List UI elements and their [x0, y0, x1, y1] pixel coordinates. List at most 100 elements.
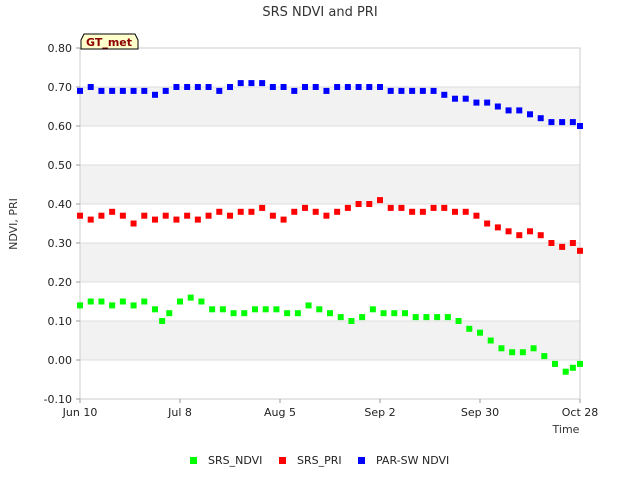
data-point: [269, 212, 276, 219]
data-point: [552, 360, 558, 367]
data-point: [344, 84, 351, 90]
data-point: [462, 95, 469, 102]
data-point: [409, 208, 416, 215]
data-point: [559, 243, 566, 250]
data-point: [366, 84, 373, 90]
data-point: [77, 87, 83, 94]
data-point: [216, 208, 223, 215]
site-badge-shape: [80, 33, 139, 50]
data-point: [159, 318, 166, 324]
data-point: [434, 314, 441, 321]
data-point: [294, 310, 301, 317]
data-point: [430, 87, 437, 94]
data-point: [559, 119, 566, 126]
data-point: [569, 364, 576, 371]
data-point: [398, 204, 405, 211]
data-point: [466, 325, 473, 332]
data-point: [98, 298, 105, 305]
data-point: [348, 318, 355, 324]
data-point: [387, 87, 394, 94]
data-point: [109, 302, 116, 309]
x-axis-label: Time: [552, 423, 580, 436]
data-point: [537, 232, 544, 239]
data-point: [527, 228, 533, 235]
data-point: [109, 87, 116, 94]
data-point: [430, 204, 437, 211]
x-tick-label: Aug 5: [264, 406, 296, 419]
data-point: [498, 345, 505, 352]
plot-frame: [79, 47, 581, 400]
data-point: [141, 87, 148, 94]
data-point: [98, 87, 105, 94]
data-points: [77, 80, 583, 375]
data-point: [237, 208, 244, 215]
legend-swatch: [358, 457, 365, 464]
data-point: [269, 84, 276, 90]
data-point: [119, 87, 126, 94]
data-point: [184, 84, 191, 90]
series-srs-pri: [77, 197, 583, 254]
data-point: [548, 119, 555, 126]
data-point: [184, 212, 191, 219]
data-point: [248, 208, 255, 215]
data-point: [455, 318, 462, 324]
site-badge: GT_met: [80, 33, 139, 50]
legend-swatch: [190, 457, 197, 464]
data-point: [412, 314, 419, 321]
data-point: [419, 87, 426, 94]
data-point: [423, 314, 430, 321]
data-point: [219, 306, 226, 313]
y-tick-label: 0.60: [48, 120, 73, 133]
legend-label: PAR-SW NDVI: [376, 454, 449, 467]
data-point: [323, 87, 330, 94]
data-point: [241, 310, 248, 317]
data-point: [577, 360, 583, 367]
data-point: [98, 212, 105, 219]
data-point: [130, 220, 137, 227]
data-point: [562, 368, 569, 375]
data-point: [509, 349, 516, 356]
data-point: [262, 306, 269, 313]
data-point: [280, 84, 287, 90]
grid-band: [80, 321, 580, 360]
data-point: [177, 298, 183, 305]
data-point: [344, 204, 351, 211]
data-point: [369, 306, 376, 313]
data-point: [505, 107, 512, 114]
data-point: [366, 201, 373, 207]
data-point: [162, 87, 169, 94]
data-point: [334, 84, 341, 90]
data-point: [419, 208, 426, 215]
data-point: [402, 310, 408, 317]
x-tick-label: Sep 2: [364, 406, 395, 419]
data-point: [327, 310, 333, 317]
data-point: [398, 87, 405, 94]
data-point: [569, 240, 576, 246]
data-point: [494, 103, 501, 110]
data-point: [323, 212, 330, 219]
data-point: [577, 123, 583, 129]
data-point: [119, 212, 126, 219]
data-point: [484, 220, 491, 227]
data-point: [77, 302, 83, 309]
data-point: [452, 208, 458, 215]
data-point: [173, 216, 180, 223]
y-tick-label: 0.30: [48, 237, 73, 250]
data-point: [516, 107, 523, 114]
data-point: [355, 201, 362, 207]
y-tick-label: 0.00: [48, 354, 73, 367]
data-point: [302, 204, 308, 211]
data-point: [248, 80, 255, 87]
data-point: [548, 240, 555, 246]
grid-band: [80, 165, 580, 204]
data-point: [530, 345, 537, 352]
data-point: [230, 310, 237, 317]
data-point: [452, 95, 458, 102]
data-point: [259, 204, 266, 211]
data-point: [377, 84, 383, 90]
data-point: [577, 247, 583, 254]
background-bands: [80, 87, 580, 360]
chart-title: SRS NDVI and PRI: [262, 5, 377, 20]
data-point: [152, 216, 158, 223]
data-point: [519, 349, 526, 356]
